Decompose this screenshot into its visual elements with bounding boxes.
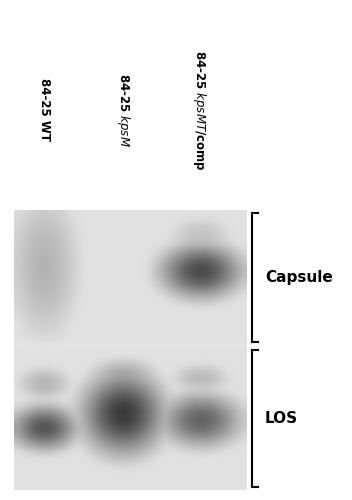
Text: 84-25 WT: 84-25 WT	[38, 78, 51, 142]
Text: Capsule: Capsule	[265, 270, 333, 284]
Text: LOS: LOS	[265, 411, 298, 426]
Text: 84-25 $\mathit{kpsM}$: 84-25 $\mathit{kpsM}$	[115, 73, 132, 147]
Text: 84-25 $\mathit{kpsMT}$/comp: 84-25 $\mathit{kpsMT}$/comp	[191, 50, 208, 170]
